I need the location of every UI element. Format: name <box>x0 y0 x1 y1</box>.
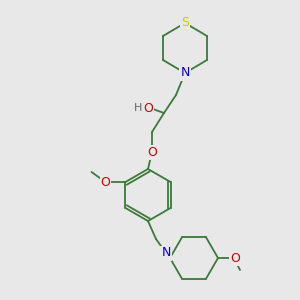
Text: O: O <box>143 101 153 115</box>
Text: N: N <box>161 247 171 260</box>
Text: N: N <box>180 67 190 80</box>
Text: H: H <box>134 103 142 113</box>
Text: O: O <box>100 176 110 188</box>
Text: S: S <box>181 16 189 29</box>
Text: O: O <box>230 251 240 265</box>
Text: O: O <box>147 146 157 158</box>
